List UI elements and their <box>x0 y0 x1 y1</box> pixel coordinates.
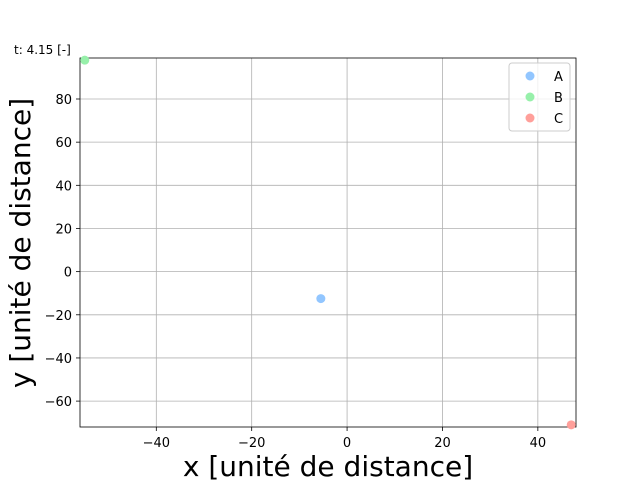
legend-label-c: C <box>554 112 563 127</box>
x-axis-title: x [unité de distance] <box>183 450 473 480</box>
axes-frame <box>79 57 577 428</box>
y-tick-label: 0 <box>64 266 72 281</box>
y-tick-label: −40 <box>45 352 72 367</box>
y-axis-title: y [unité de distance] <box>4 98 37 388</box>
x-tick-label: −20 <box>238 436 265 451</box>
y-tick-label: 40 <box>55 179 72 194</box>
time-annotation: t: 4.15 [-] <box>14 43 71 57</box>
legend: ABC <box>508 62 571 132</box>
legend-marker-c <box>525 113 535 123</box>
point-a <box>316 294 326 304</box>
x-tick-label: 0 <box>343 436 351 451</box>
y-tick-label: 80 <box>55 93 72 108</box>
legend-box <box>508 62 571 132</box>
x-tick-label: 40 <box>530 436 547 451</box>
y-tick-label: −20 <box>45 309 72 324</box>
grid <box>80 58 576 427</box>
legend-label-b: B <box>554 91 563 106</box>
y-tick-label: 20 <box>55 222 72 237</box>
x-tick-label: −40 <box>143 436 170 451</box>
data-points <box>80 55 576 430</box>
y-tick-label: −60 <box>45 395 72 410</box>
legend-marker-b <box>525 92 535 102</box>
legend-label-a: A <box>554 70 563 85</box>
y-tick-label: 60 <box>55 136 72 151</box>
x-tick-label: 20 <box>434 436 451 451</box>
plot-border <box>79 57 577 428</box>
point-b <box>80 55 90 65</box>
legend-marker-a <box>525 71 535 81</box>
plot-area <box>80 58 576 427</box>
x-axis-ticks: −40 −20 0 20 40 <box>143 427 547 451</box>
y-axis-ticks: −60 −40 −20 0 20 40 60 80 <box>45 93 80 410</box>
point-c <box>566 420 576 430</box>
